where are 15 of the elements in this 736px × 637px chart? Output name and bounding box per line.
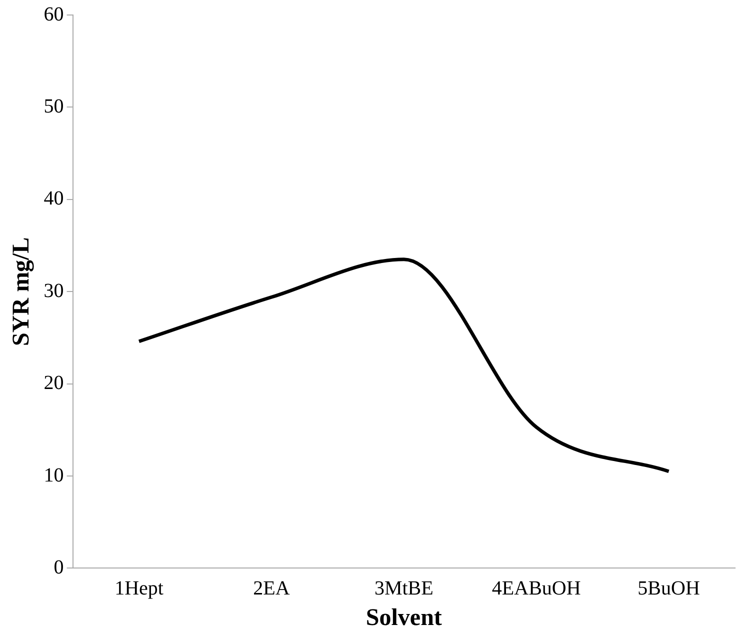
y-tick-label: 50 [44, 95, 64, 118]
y-tick-label: 0 [54, 556, 64, 578]
x-tick-label: 2EA [253, 577, 290, 600]
line-series [137, 258, 671, 474]
y-axis-title: SYR mg/L [8, 237, 35, 346]
y-tick-label: 10 [44, 464, 64, 486]
x-axis-title: Solvent [366, 604, 442, 631]
y-tick-label: 20 [44, 372, 64, 394]
y-tick-label: 60 [44, 3, 64, 26]
x-tick-label: 3MtBE [374, 577, 434, 600]
x-tick-label: 5BuOH [638, 577, 700, 600]
y-tick-label: 40 [44, 188, 64, 210]
x-tick-label: 4EABuOH [492, 577, 581, 600]
x-tick-label: 1Hept [114, 577, 164, 600]
y-tick-label: 30 [44, 280, 64, 302]
